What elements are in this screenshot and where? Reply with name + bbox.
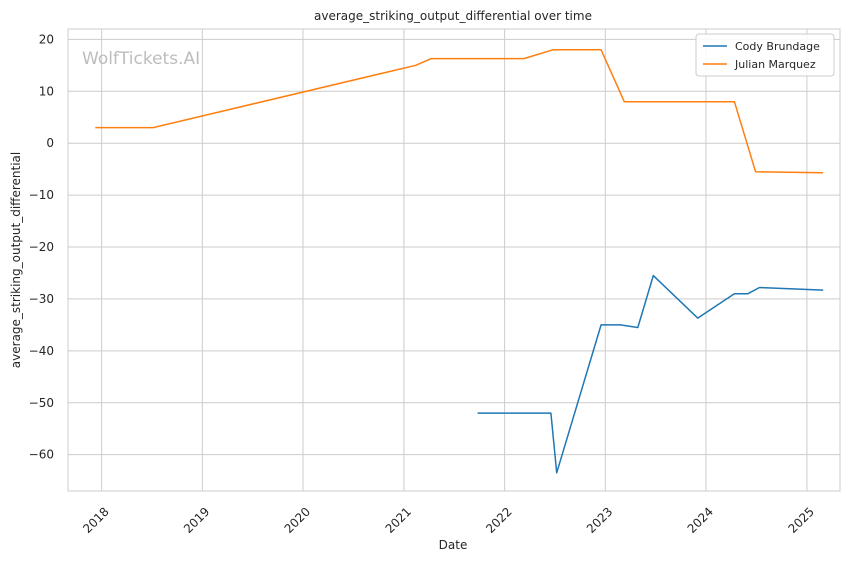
y-tick-label: −60 — [29, 448, 54, 462]
y-tick-label: 10 — [39, 84, 54, 98]
plot-frame — [67, 28, 841, 492]
legend-label-cody-brundage: Cody Brundage — [735, 40, 820, 53]
watermark: WolfTickets.AI — [82, 49, 200, 69]
series-lines — [95, 49, 824, 474]
y-tick-label: −20 — [29, 240, 54, 254]
legend-label-julian-marquez: Julian Marquez — [734, 58, 816, 71]
legend-box — [695, 33, 835, 77]
y-tick-label: 20 — [39, 32, 54, 46]
x-axis-label: Date — [439, 538, 468, 552]
y-tick-label: −10 — [29, 188, 54, 202]
chart-title: average_striking_output_differential ove… — [314, 9, 592, 23]
y-tick-label: −30 — [29, 292, 54, 306]
y-axis-label: average_striking_output_differential — [9, 152, 23, 368]
series-line-julian-marquez — [95, 49, 824, 174]
grid-lines — [68, 29, 840, 491]
series-line-cody-brundage — [477, 274, 824, 474]
legend: Cody Brundage Julian Marquez — [695, 33, 835, 77]
y-tick-label: 0 — [46, 136, 54, 150]
y-tick-label: −50 — [29, 396, 54, 410]
y-tick-label: −40 — [29, 344, 54, 358]
